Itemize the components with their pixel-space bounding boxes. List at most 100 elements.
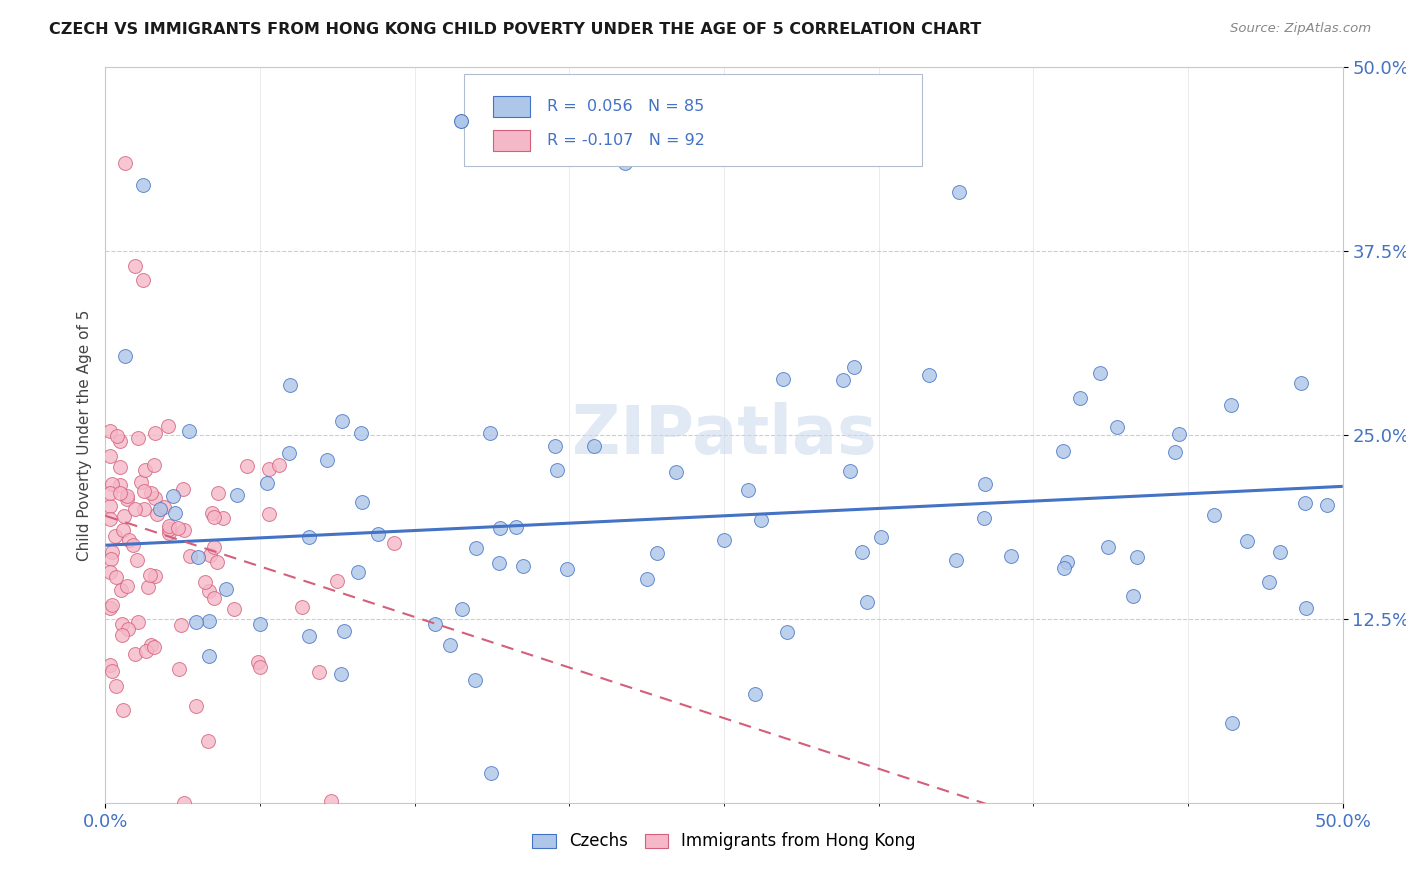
Point: [136, 580, 159, 594]
Point: [131, 273, 153, 287]
Point: [127, 615, 149, 629]
Point: [198, 584, 221, 599]
Point: [744, 687, 766, 701]
Point: [141, 485, 163, 500]
Point: [851, 545, 873, 559]
Point: [200, 548, 222, 562]
Point: [111, 628, 134, 642]
Point: [737, 483, 759, 497]
Point: [142, 640, 165, 655]
Point: [1295, 601, 1317, 615]
Point: [105, 680, 128, 694]
Point: [1000, 549, 1022, 563]
Point: [134, 502, 156, 516]
Point: [973, 510, 995, 524]
Point: [100, 657, 122, 672]
Point: [117, 622, 139, 636]
Point: [143, 425, 166, 440]
Point: [333, 624, 356, 638]
Point: [645, 546, 668, 560]
Point: [1105, 419, 1128, 434]
Point: [280, 377, 302, 392]
Point: [451, 602, 474, 616]
Point: [100, 424, 122, 438]
Point: [159, 525, 181, 540]
Point: [127, 431, 149, 445]
Text: Source: ZipAtlas.com: Source: ZipAtlas.com: [1230, 22, 1371, 36]
Point: [1268, 545, 1291, 559]
Point: [157, 418, 180, 433]
Point: [134, 463, 156, 477]
Point: [100, 598, 122, 612]
Point: [198, 614, 221, 628]
Point: [115, 489, 138, 503]
Point: [141, 639, 163, 653]
Point: [1164, 444, 1187, 458]
Point: [104, 529, 127, 543]
Point: [1053, 561, 1076, 575]
Point: [100, 565, 122, 579]
Point: [277, 446, 299, 460]
Point: [555, 562, 578, 576]
Point: [479, 426, 502, 441]
Point: [382, 536, 405, 550]
Point: [194, 574, 217, 589]
Point: [257, 507, 280, 521]
Point: [205, 555, 228, 569]
Point: [101, 665, 124, 679]
Point: [100, 600, 122, 615]
Point: [749, 513, 772, 527]
Point: [945, 552, 967, 566]
Point: [173, 796, 195, 810]
Point: [1069, 391, 1091, 405]
Point: [111, 702, 134, 716]
Point: [117, 491, 139, 506]
Point: [145, 491, 167, 505]
Point: [117, 533, 139, 547]
Point: [177, 424, 200, 438]
FancyBboxPatch shape: [492, 130, 530, 151]
Point: [197, 649, 219, 664]
Point: [367, 527, 389, 541]
Point: [104, 570, 127, 584]
Point: [488, 556, 510, 570]
Point: [1202, 508, 1225, 522]
Point: [108, 485, 131, 500]
Point: [1090, 367, 1112, 381]
Point: [114, 155, 136, 169]
Point: [1316, 498, 1339, 512]
Point: [332, 414, 354, 428]
Point: [149, 502, 172, 516]
Point: [974, 476, 997, 491]
Point: [1220, 398, 1243, 412]
Point: [125, 553, 148, 567]
Point: [202, 591, 225, 605]
Legend: Czechs, Immigrants from Hong Kong: Czechs, Immigrants from Hong Kong: [526, 826, 922, 857]
Point: [546, 463, 568, 477]
Point: [143, 458, 166, 472]
Point: [100, 499, 122, 513]
Point: [1295, 496, 1317, 510]
Point: [115, 579, 138, 593]
Point: [614, 155, 637, 169]
Point: [1289, 376, 1312, 390]
Point: [108, 477, 131, 491]
Point: [439, 638, 461, 652]
Point: [1097, 540, 1119, 554]
Point: [124, 647, 146, 661]
Point: [544, 439, 567, 453]
Point: [100, 449, 122, 463]
Point: [321, 794, 343, 808]
Point: [167, 662, 190, 676]
Point: [247, 655, 270, 669]
Point: [315, 452, 337, 467]
Point: [464, 541, 486, 556]
Point: [326, 574, 349, 588]
Point: [105, 428, 128, 442]
Point: [139, 568, 162, 582]
Point: [124, 501, 146, 516]
Point: [100, 512, 122, 526]
Point: [157, 522, 180, 536]
Point: [226, 487, 249, 501]
Point: [197, 734, 219, 748]
